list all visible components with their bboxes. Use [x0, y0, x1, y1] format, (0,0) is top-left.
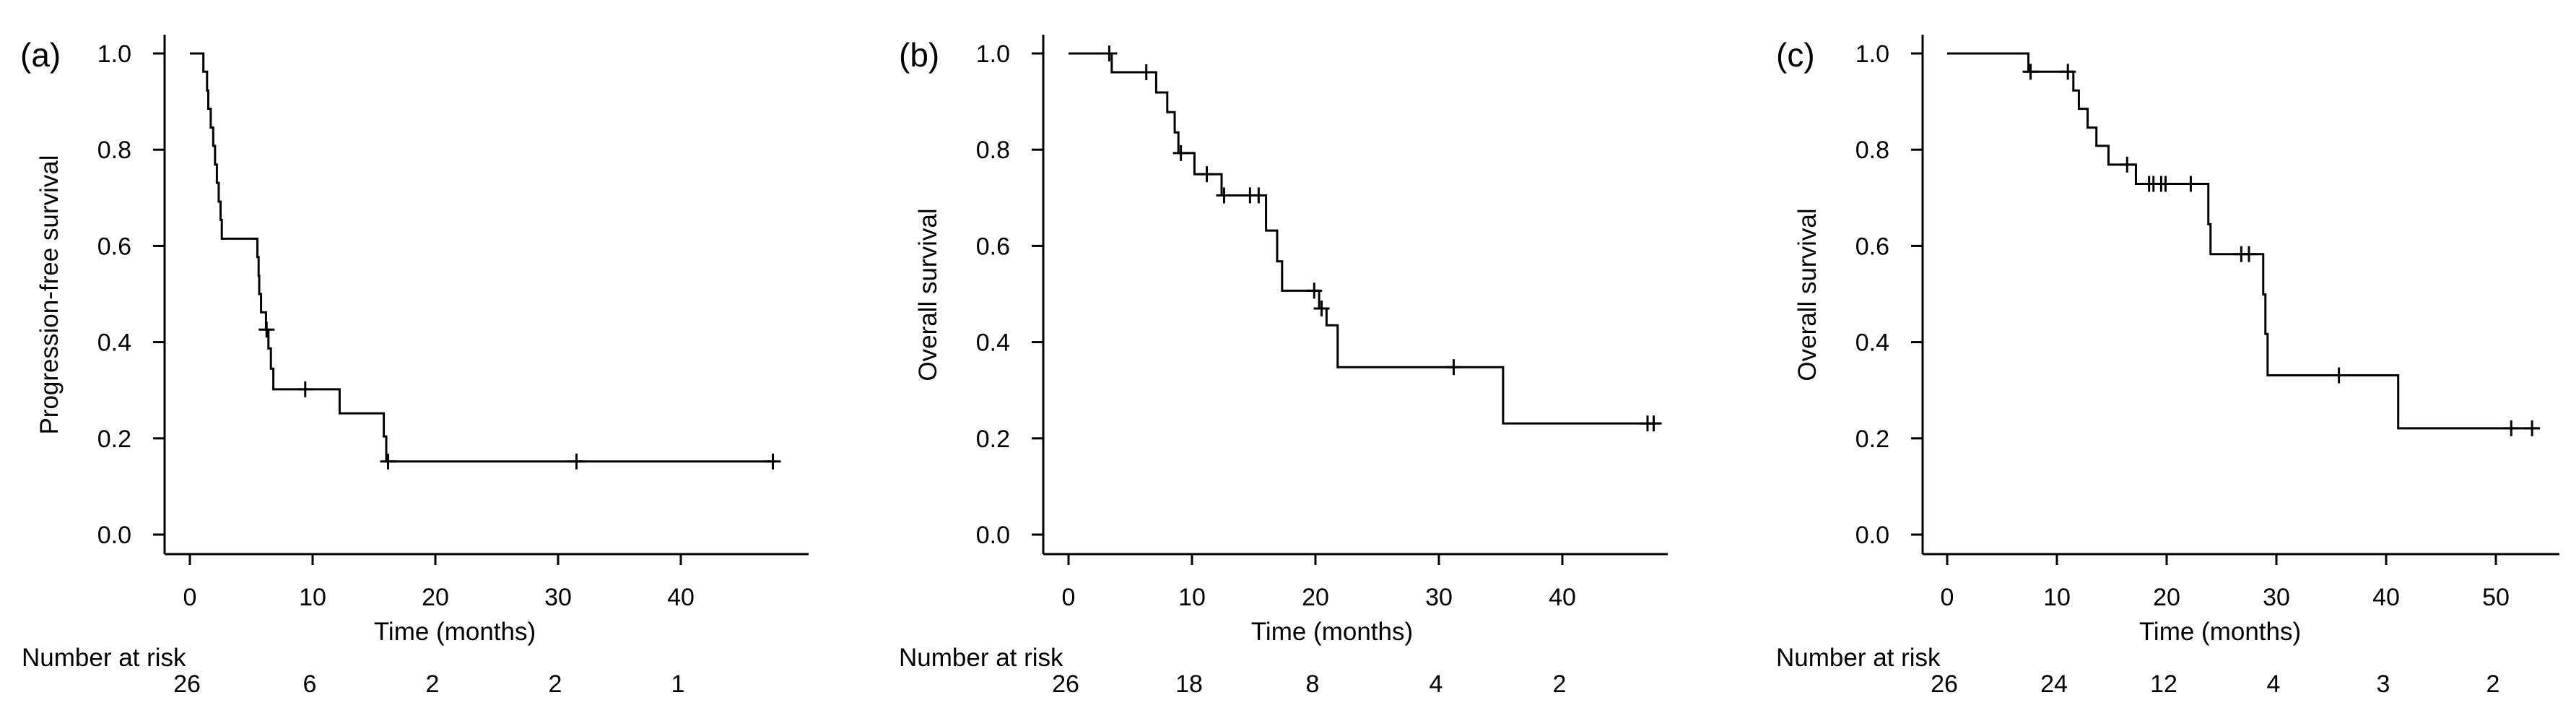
censor-mark	[2241, 246, 2257, 262]
censor-mark	[1172, 144, 1189, 161]
censor-mark	[1216, 187, 1232, 204]
y-tick-label: 0.6	[1855, 233, 1889, 260]
y-axis-title: Overall survival	[1793, 208, 1822, 381]
number-at-risk-value: 18	[1175, 670, 1203, 698]
x-tick-label: 20	[1302, 584, 1329, 611]
number-at-risk-label: Number at risk	[22, 644, 186, 672]
censor-mark	[1101, 46, 1118, 61]
x-axis-title: Time (months)	[374, 618, 536, 646]
y-tick-label: 0.0	[976, 522, 1010, 549]
censor-mark	[765, 453, 781, 470]
survival-step-curve	[190, 52, 777, 463]
y-tick-label: 0.8	[1855, 137, 1889, 164]
censor-mark	[1313, 300, 1330, 316]
censor-mark	[2157, 176, 2174, 192]
number-at-risk-value: 4	[1430, 670, 1443, 698]
censor-mark	[2524, 420, 2541, 436]
x-tick-label: 10	[2043, 584, 2071, 611]
y-tick-label: 0.4	[97, 329, 131, 357]
number-at-risk-value: 26	[1052, 670, 1079, 698]
panel-letter: (a)	[20, 36, 61, 74]
censor-mark	[1445, 359, 1462, 376]
y-tick-label: 0.4	[976, 329, 1010, 357]
number-at-risk-value: 26	[1931, 670, 1958, 698]
y-tick-label: 1.0	[976, 40, 1010, 68]
censor-mark	[1645, 415, 1662, 432]
censor-mark	[2183, 176, 2199, 192]
y-tick-label: 1.0	[97, 40, 131, 68]
x-tick-label: 0	[1062, 584, 1076, 611]
censor-mark	[258, 321, 275, 338]
y-tick-label: 0.0	[97, 522, 131, 549]
y-tick-label: 0.8	[976, 137, 1010, 164]
number-at-risk-value: 2	[1553, 670, 1567, 698]
x-tick-label: 0	[1941, 584, 1954, 611]
x-tick-label: 20	[2153, 584, 2180, 611]
x-tick-label: 10	[1178, 584, 1206, 611]
number-at-risk-value: 2	[426, 670, 440, 698]
number-at-risk-value: 1	[671, 670, 685, 698]
censor-mark	[2119, 156, 2136, 173]
x-tick-label: 10	[299, 584, 326, 611]
censor-mark	[1250, 187, 1267, 204]
x-tick-label: 30	[1425, 584, 1453, 611]
x-tick-label: 0	[183, 584, 197, 611]
km-panel-c: (c) 0.0 0.2 0.4 0.6 0.8 1.0 0 10 20 30 40 50 Overall …	[1776, 35, 2559, 698]
y-tick-label: 0.8	[97, 137, 131, 164]
survival-step-curve	[1947, 52, 2540, 430]
censor-mark	[568, 453, 585, 470]
x-tick-label: 20	[422, 584, 449, 611]
km-panel-b: (b) 0.0 0.2 0.4 0.6 0.8 1.0 0 10 20 30 40 Overall su…	[899, 35, 1668, 698]
y-axis-title: Progression-free survival	[35, 155, 64, 434]
panel-letter: (c)	[1776, 36, 1815, 74]
x-axis-title: Time (months)	[2139, 618, 2301, 646]
panel-letter: (b)	[899, 36, 939, 74]
number-at-risk-label: Number at risk	[1776, 644, 1941, 672]
censor-mark	[2503, 420, 2520, 436]
km-panel-a: (a) 0.0 0.2 0.4 0.6 0.8 1.0 0 10 20 30 40 Progressio…	[20, 35, 809, 698]
number-at-risk-label: Number at risk	[899, 644, 1063, 672]
x-tick-label: 40	[667, 584, 695, 611]
number-at-risk-value: 24	[2040, 670, 2068, 698]
number-at-risk-value: 12	[2150, 670, 2177, 698]
x-tick-label: 30	[544, 584, 572, 611]
y-tick-label: 0.4	[1855, 329, 1889, 357]
x-tick-label: 40	[2372, 584, 2400, 611]
y-tick-label: 0.6	[976, 233, 1010, 260]
censor-mark	[1306, 282, 1323, 299]
y-tick-label: 0.0	[1855, 522, 1889, 549]
x-tick-label: 40	[1549, 584, 1576, 611]
number-at-risk-value: 4	[2267, 670, 2281, 698]
censor-mark	[2060, 64, 2076, 80]
censor-mark	[2022, 64, 2039, 80]
x-axis-title: Time (months)	[1251, 618, 1413, 646]
y-tick-label: 0.6	[97, 233, 131, 260]
y-tick-label: 1.0	[1855, 40, 1889, 68]
number-at-risk-value: 8	[1306, 670, 1320, 698]
number-at-risk-value: 6	[303, 670, 317, 698]
y-tick-label: 0.2	[97, 426, 131, 453]
censor-mark	[1198, 166, 1215, 183]
number-at-risk-value: 26	[173, 670, 201, 698]
x-tick-label: 30	[2263, 584, 2290, 611]
censor-mark	[380, 453, 396, 470]
y-tick-label: 0.2	[976, 426, 1010, 453]
y-tick-label: 0.2	[1855, 426, 1889, 453]
x-tick-label: 50	[2482, 584, 2510, 611]
number-at-risk-value: 2	[549, 670, 562, 698]
y-axis-title: Overall survival	[914, 208, 942, 381]
censor-mark	[1138, 64, 1154, 80]
censor-mark	[297, 381, 313, 397]
number-at-risk-value: 3	[2377, 670, 2390, 698]
number-at-risk-value: 2	[2486, 670, 2500, 698]
censor-mark	[2331, 367, 2347, 384]
